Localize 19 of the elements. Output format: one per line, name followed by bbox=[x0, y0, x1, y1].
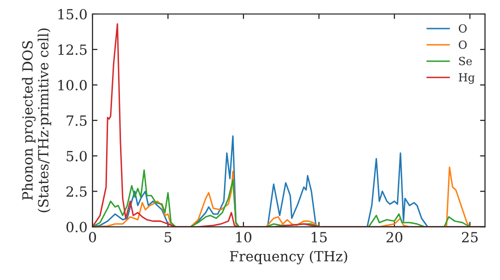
y-tick-label: 0.0 bbox=[66, 222, 87, 232]
y-tick-label: 10.0 bbox=[58, 80, 87, 90]
legend-label: O bbox=[458, 24, 467, 33]
x-tick-label: 20 bbox=[386, 232, 402, 242]
y-tick-label: 5.0 bbox=[66, 150, 87, 162]
y-tick-label: 12.5 bbox=[58, 44, 87, 55]
x-tick-label: 15 bbox=[312, 232, 327, 242]
x-tick-label: 25 bbox=[462, 232, 478, 242]
y-tick-label: 7.5 bbox=[66, 116, 87, 126]
y-axis-title: Phonon projected DOS (States/THz·primitive cell) bbox=[22, 28, 52, 212]
x-tick-label: 0 bbox=[88, 232, 96, 242]
y-tick-label: 15.0 bbox=[58, 8, 87, 20]
legend-label: O bbox=[458, 40, 467, 49]
y-tick-label: 2.5 bbox=[66, 186, 87, 197]
x-tick-label: 10 bbox=[236, 232, 252, 242]
legend-label: Se bbox=[459, 56, 472, 66]
x-axis-title: Frequency (THz) bbox=[230, 250, 348, 264]
legend-label: Hg bbox=[458, 73, 475, 84]
x-tick-label: 5 bbox=[164, 232, 172, 242]
